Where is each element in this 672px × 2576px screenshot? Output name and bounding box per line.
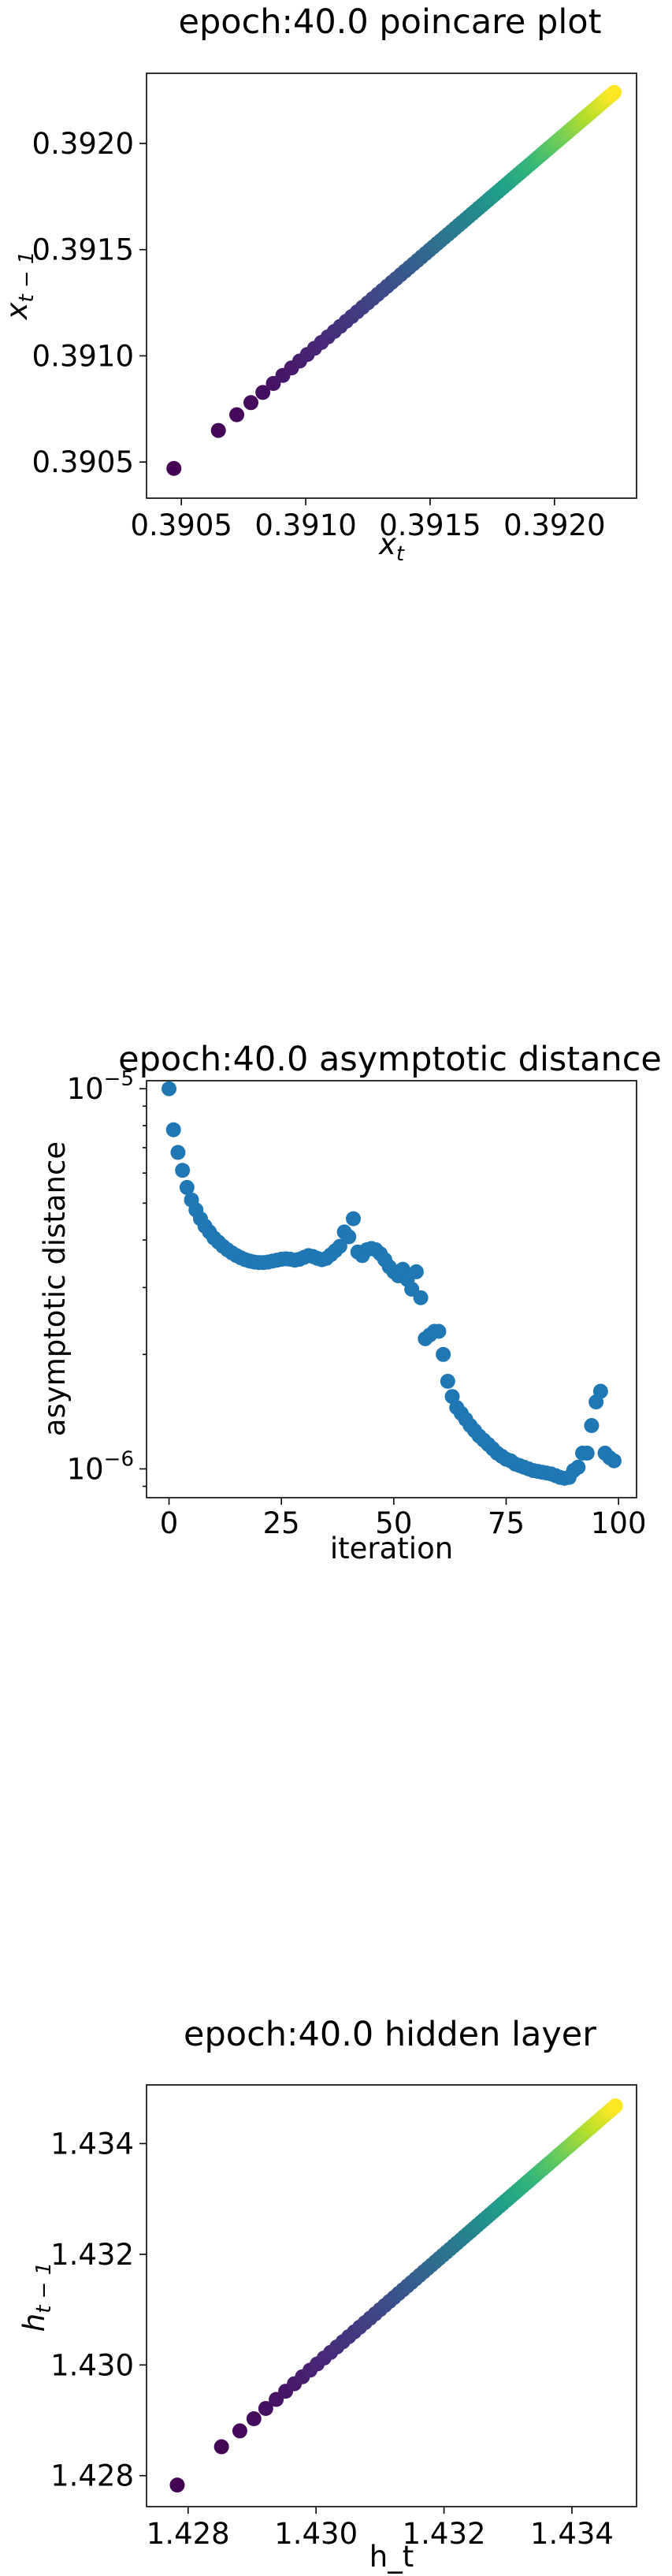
y-tick-label: 0.3905 [32, 445, 134, 479]
data-point [607, 84, 622, 100]
y-tick-label: 0.3920 [32, 127, 134, 161]
plot-area [146, 1080, 637, 1498]
data-point [210, 423, 226, 438]
plot-area [146, 73, 637, 499]
asymptotic-distance-panel: epoch:40.0 asymptotic distance 0 25 50 75 10… [38, 1040, 662, 1565]
y-axis-label: asymptotic distance [38, 1141, 72, 1436]
data-point [246, 2410, 262, 2426]
data-point [408, 1264, 424, 1279]
data-point [165, 1122, 181, 1137]
y-axis-minor-ticks [143, 1105, 147, 1487]
chart-title: epoch:40.0 poincare plot [179, 2, 602, 42]
data-point [345, 1211, 361, 1227]
y-tick-label: 10−5 [67, 1067, 134, 1106]
x-tick-label: 50 [375, 1506, 412, 1540]
y-tick-exponent: −5 [104, 1067, 134, 1091]
data-point [166, 460, 182, 476]
data-point [436, 1346, 451, 1362]
x-tick-label: 0.3910 [254, 508, 356, 542]
x-tick-label: 0.3920 [503, 508, 605, 542]
data-point [162, 1081, 177, 1096]
data-point [243, 395, 259, 411]
data-point [170, 1145, 186, 1160]
data-point [179, 1179, 195, 1195]
data-point [332, 1238, 347, 1254]
data-points [169, 2098, 623, 2493]
x-axis-label: xt [378, 527, 405, 566]
x-tick-label: 0 [160, 1506, 179, 1540]
x-tick-label: 0.3905 [130, 508, 232, 542]
y-tick-label: 1.434 [50, 2127, 134, 2161]
y-tick-label: 0.3910 [32, 339, 134, 373]
data-point [431, 1323, 447, 1339]
x-label-base: x [378, 527, 397, 561]
x-tick-label: 0.3915 [379, 508, 481, 542]
y-tick-exponent: −6 [104, 1447, 134, 1471]
x-tick-label: 1.430 [274, 2517, 358, 2551]
data-point [584, 1418, 600, 1434]
x-axis-ticks: 1.428 1.430 1.432 1.434 [147, 2507, 614, 2551]
data-point [229, 407, 245, 423]
data-point [341, 1229, 357, 1245]
x-tick-label: 75 [488, 1506, 525, 1540]
data-point [592, 1383, 608, 1399]
x-tick-label: 1.428 [147, 2517, 230, 2551]
chart-title: epoch:40.0 asymptotic distance [118, 1040, 662, 1079]
data-point [606, 1453, 622, 1469]
data-point [440, 1373, 455, 1389]
x-axis-label: iteration [330, 1532, 453, 1565]
y-label-base: x [0, 301, 34, 320]
y-tick-label: 10−6 [67, 1447, 134, 1486]
poincare-plot-panel: epoch:40.0 poincare plot 0.3905 0.3910 0.3… [0, 2, 637, 566]
y-tick-base: 10 [67, 1452, 104, 1486]
data-points [162, 1081, 622, 1486]
y-tick-label: 1.432 [50, 2238, 134, 2272]
chart-title: epoch:40.0 hidden layer [184, 2015, 596, 2054]
y-axis-ticks: 1.428 1.430 1.432 1.434 [50, 2127, 147, 2493]
y-axis-label: xt − 1 [0, 251, 39, 321]
data-point [213, 2439, 229, 2455]
y-tick-label: 0.3915 [32, 233, 134, 267]
x-tick-label: 100 [591, 1506, 647, 1540]
x-tick-label: 1.434 [530, 2517, 614, 2551]
data-point [255, 385, 271, 400]
x-axis-ticks: 0.3905 0.3910 0.3915 0.3920 [130, 498, 606, 542]
x-label-sub: t [396, 542, 405, 566]
x-tick-label: 25 [263, 1506, 300, 1540]
data-point [413, 1290, 429, 1305]
x-axis-label: h_t [369, 2540, 414, 2574]
hidden-layer-panel: epoch:40.0 hidden layer 1.428 1.430 1.432 1… [17, 2015, 637, 2574]
data-point [570, 1459, 586, 1475]
y-label-sub: t − 1 [15, 251, 39, 303]
data-point [607, 2098, 623, 2114]
data-point [169, 2477, 185, 2493]
y-label-sub: t − 1 [32, 2262, 56, 2314]
x-axis-ticks: 0 25 50 75 100 [160, 1498, 647, 1540]
data-point [232, 2423, 247, 2439]
y-tick-base: 10 [67, 1072, 104, 1106]
plot-area [146, 2084, 637, 2507]
data-point [175, 1163, 191, 1178]
y-axis-ticks: 0.3905 0.3910 0.3915 0.3920 [32, 127, 147, 479]
y-tick-label: 1.428 [50, 2459, 134, 2493]
y-axis-ticks: 10−610−5 [67, 1067, 147, 1486]
x-tick-label: 1.432 [403, 2517, 486, 2551]
y-axis-label: ht − 1 [17, 2262, 56, 2332]
data-point [579, 1446, 595, 1461]
data-points [166, 84, 622, 476]
y-label-base: h [17, 2314, 51, 2332]
data-point [258, 2400, 273, 2416]
y-tick-label: 1.430 [50, 2348, 134, 2382]
